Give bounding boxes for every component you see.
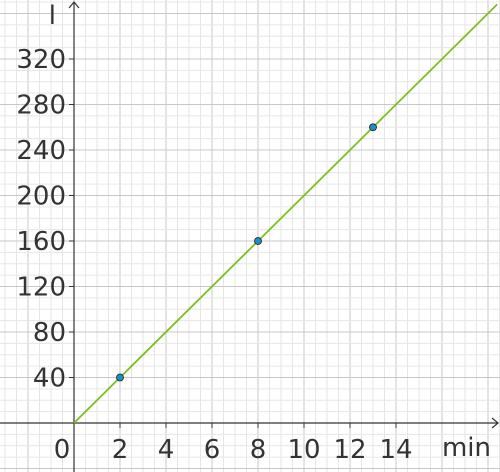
data-point bbox=[254, 237, 262, 245]
x-tick-label: 4 bbox=[158, 435, 175, 465]
x-tick-label: 6 bbox=[204, 435, 221, 465]
y-tick-label: 280 bbox=[16, 91, 66, 121]
y-tick-label: 160 bbox=[16, 227, 66, 257]
y-axis-arrow bbox=[68, 1, 80, 9]
x-tick-label: 12 bbox=[333, 435, 366, 465]
y-tick-label: 240 bbox=[16, 136, 66, 166]
data-point bbox=[369, 123, 377, 132]
y-axis-label: l bbox=[49, 1, 56, 31]
y-tick-label: 320 bbox=[16, 45, 66, 75]
x-axis-label: min bbox=[442, 433, 491, 463]
data-point bbox=[116, 373, 124, 382]
y-tick-label: 120 bbox=[16, 273, 66, 303]
x-axis-arrow bbox=[491, 417, 499, 429]
x-tick-label: 14 bbox=[379, 435, 412, 465]
y-tick-label: 80 bbox=[33, 318, 66, 348]
y-tick-label: 200 bbox=[16, 182, 66, 212]
y-tick-label: 40 bbox=[33, 364, 66, 394]
x-tick-label: 8 bbox=[250, 435, 267, 465]
x-tick-label: 0 bbox=[54, 435, 71, 465]
labels: 0 2 4 6 8 10 12 14 40 80 120 160 200 240 280 320 bbox=[16, 45, 412, 465]
x-tick-label: 2 bbox=[112, 435, 129, 465]
data-line bbox=[73, 3, 498, 424]
x-tick-label: 10 bbox=[287, 435, 320, 465]
series bbox=[73, 3, 498, 424]
